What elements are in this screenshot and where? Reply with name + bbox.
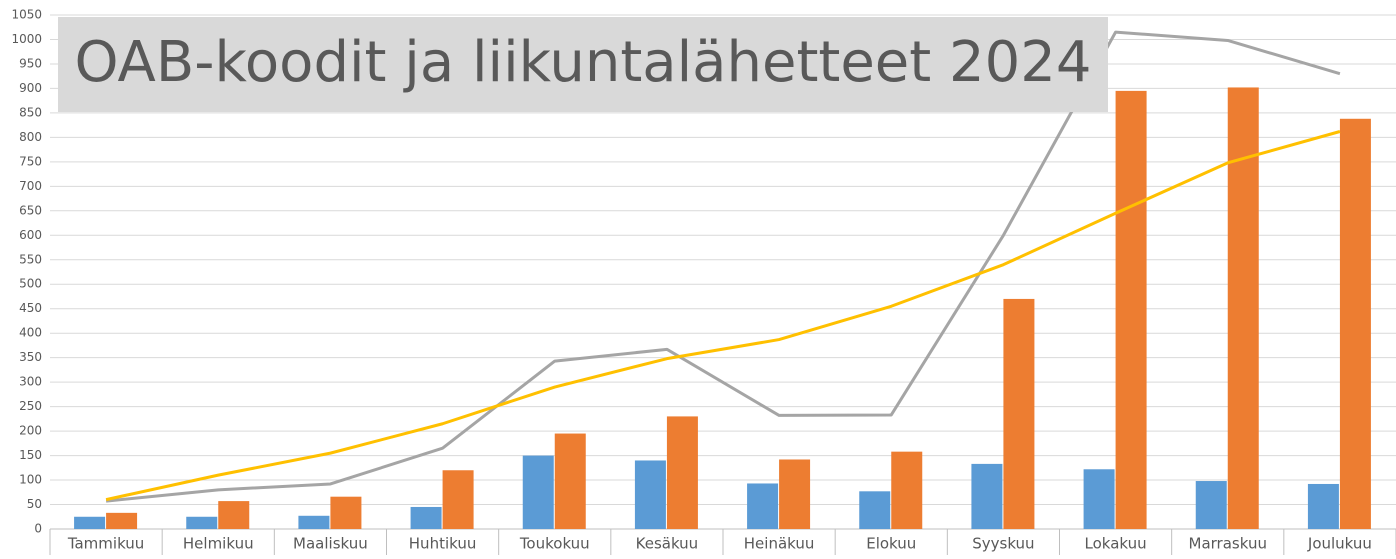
bar [106,512,138,529]
bar [971,463,1003,529]
bar [1339,118,1371,529]
bar [218,501,250,529]
x-tick-label: Huhtikuu [409,535,477,553]
bar [74,516,106,529]
y-tick-label: 700 [19,179,42,193]
bar [1115,90,1147,529]
y-tick-label: 600 [19,228,42,242]
y-tick-label: 750 [19,154,42,168]
y-tick-label: 0 [34,522,42,536]
x-tick-label: Joulukuu [1307,535,1372,553]
x-tick-label: Heinäkuu [744,535,815,553]
y-tick-label: 1050 [11,8,42,22]
x-tick-label: Kesäkuu [636,535,699,553]
x-tick-label: Elokuu [866,535,916,553]
bar [1083,469,1115,529]
bar [891,451,923,529]
x-tick-label: Helmikuu [183,535,254,553]
y-tick-label: 150 [19,448,42,462]
x-tick-label: Toukokuu [519,535,590,553]
y-tick-label: 650 [19,203,42,217]
bar [666,416,698,529]
y-tick-label: 550 [19,252,42,266]
bar [1195,481,1227,529]
y-tick-label: 1000 [11,32,42,46]
bar [634,460,666,529]
y-tick-label: 50 [27,497,42,511]
line [105,130,1341,502]
bar [330,496,362,529]
bar [186,516,218,529]
bar [442,470,474,529]
y-tick-label: 250 [19,399,42,413]
bar [410,506,442,529]
line [105,30,1341,503]
x-tick-label: Lokakuu [1085,535,1147,553]
bar [298,515,330,529]
y-tick-label: 900 [19,81,42,95]
bar [1307,483,1339,529]
y-tick-label: 300 [19,375,42,389]
bar [522,455,554,529]
y-tick-label: 800 [19,130,42,144]
y-tick-label: 200 [19,424,42,438]
bar [1003,298,1035,529]
y-tick-label: 950 [19,56,42,70]
bar [779,459,811,529]
y-tick-label: 450 [19,301,42,315]
x-tick-label: Marraskuu [1189,535,1267,553]
bar [554,433,586,529]
bar [1227,87,1259,529]
y-tick-label: 850 [19,105,42,119]
x-tick-label: Syyskuu [972,535,1034,553]
y-tick-label: 100 [19,473,42,487]
bar [859,491,891,529]
y-tick-label: 400 [19,326,42,340]
x-tick-label: Maaliskuu [293,535,368,553]
chart-title: OAB-koodit ja liikuntalähetteet 2024 [74,30,1091,95]
y-tick-label: 500 [19,277,42,291]
x-tick-label: Tammikuu [67,535,145,553]
bar [747,483,779,529]
title-box [58,17,1108,112]
y-tick-label: 350 [19,350,42,364]
